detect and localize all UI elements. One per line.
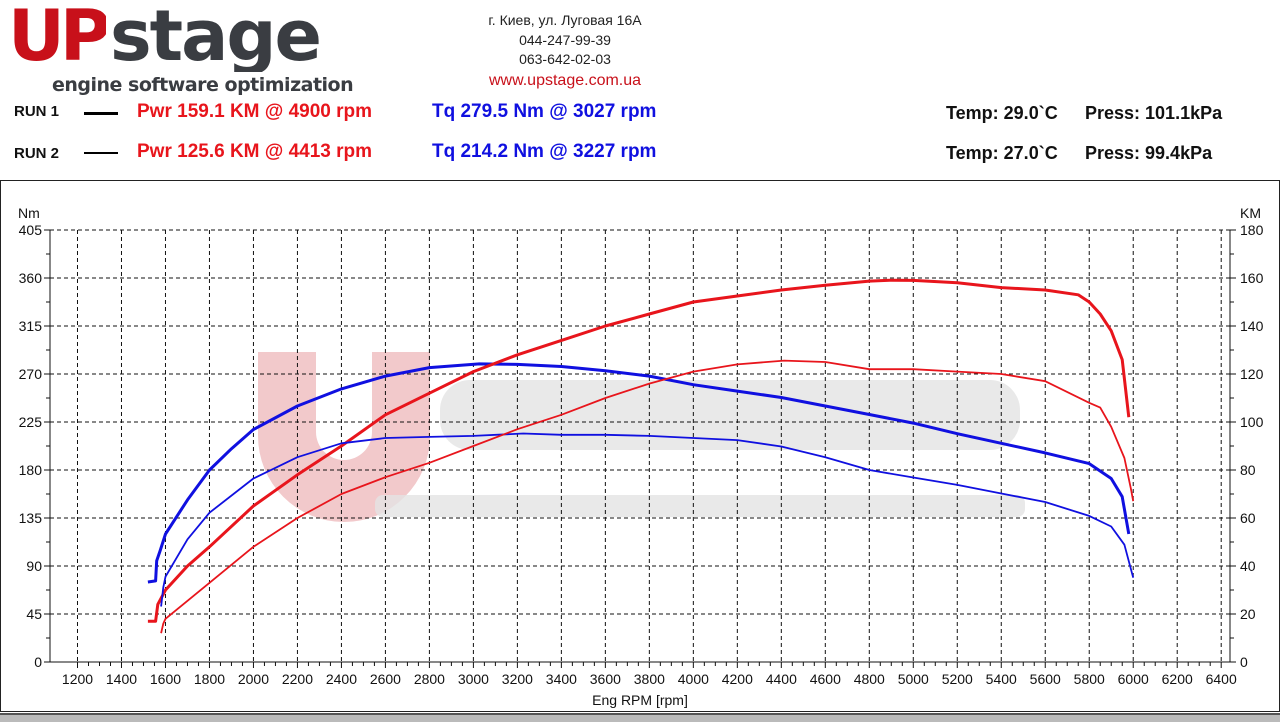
x-tick-label: 5000 — [898, 671, 929, 687]
x-tick-label: 6000 — [1118, 671, 1149, 687]
x-tick-label: 4600 — [810, 671, 841, 687]
run-1-power-line — [147, 278, 1131, 623]
x-tick-label: 3000 — [458, 671, 489, 687]
phone-2: 063-642-02-03 — [519, 51, 611, 67]
run-2-power-line — [160, 359, 1135, 634]
left-tick-label: 315 — [19, 318, 43, 334]
right-tick-label: 20 — [1240, 606, 1256, 622]
x-tick-label: 1400 — [106, 671, 137, 687]
x-tick-label: 2200 — [282, 671, 313, 687]
x-tick-label: 4000 — [678, 671, 709, 687]
right-tick-label: 40 — [1240, 558, 1256, 574]
run-2-line-sample — [84, 152, 118, 154]
x-tick-label: 1800 — [194, 671, 225, 687]
x-tick-label: 2400 — [326, 671, 357, 687]
run-2-torque: Tq 214.2 Nm @ 3227 rpm — [432, 141, 657, 162]
x-tick-label: 5400 — [986, 671, 1017, 687]
x-tick-label: 4400 — [766, 671, 797, 687]
right-tick-label: 160 — [1240, 270, 1264, 286]
address: г. Киев, ул. Луговая 16А — [488, 12, 642, 28]
x-tick-label: 3600 — [590, 671, 621, 687]
left-tick-label: 135 — [19, 510, 43, 526]
x-tick-label: 4800 — [854, 671, 885, 687]
left-axis-unit: Nm — [18, 205, 40, 221]
run-1-torque: Tq 279.5 Nm @ 3027 rpm — [432, 101, 657, 122]
x-tick-label: 3200 — [502, 671, 533, 687]
right-axis-unit: KM — [1240, 205, 1261, 221]
x-tick-label: 3400 — [546, 671, 577, 687]
x-tick-label: 5600 — [1030, 671, 1061, 687]
x-tick-label: 5200 — [942, 671, 973, 687]
run-1-temp: Temp: 29.0`C — [946, 103, 1058, 123]
left-tick-label: 360 — [19, 270, 43, 286]
right-tick-label: 60 — [1240, 510, 1256, 526]
run-1-line-sample — [84, 112, 118, 115]
x-tick-label: 2600 — [370, 671, 401, 687]
run-1-press: Press: 101.1kPa — [1085, 103, 1223, 123]
left-tick-label: 180 — [19, 462, 43, 478]
run-2-torque-line — [160, 432, 1135, 607]
left-tick-label: 270 — [19, 366, 43, 382]
run-2-label: RUN 2 — [14, 145, 60, 162]
bottom-scrollbar — [0, 713, 1280, 722]
run-2-power: Pwr 125.6 KM @ 4413 rpm — [137, 141, 373, 162]
run-2-press: Press: 99.4kPa — [1085, 143, 1213, 163]
left-tick-label: 405 — [19, 222, 43, 238]
run-2-temp: Temp: 27.0`C — [946, 143, 1058, 163]
website-link[interactable]: www.upstage.com.ua — [488, 72, 642, 89]
right-tick-label: 140 — [1240, 318, 1264, 334]
right-tick-label: 120 — [1240, 366, 1264, 382]
x-tick-label: 2800 — [414, 671, 445, 687]
x-tick-label: 4200 — [722, 671, 753, 687]
series-lines — [147, 278, 1135, 634]
right-tick-label: 80 — [1240, 462, 1256, 478]
logo-up: UP — [8, 0, 107, 72]
x-tick-label: 1600 — [150, 671, 181, 687]
x-axis-label: Eng RPM [rpm] — [592, 692, 688, 708]
x-tick-label: 1200 — [62, 671, 93, 687]
left-tick-label: 225 — [19, 414, 43, 430]
left-tick-label: 90 — [26, 558, 42, 574]
left-tick-label: 0 — [34, 654, 42, 670]
watermark-logo — [258, 352, 1025, 522]
x-tick-label: 5800 — [1074, 671, 1105, 687]
right-tick-label: 180 — [1240, 222, 1264, 238]
logo-stage: stage — [110, 0, 320, 72]
run-1-torque-line — [147, 362, 1131, 584]
left-tick-label: 45 — [26, 606, 42, 622]
x-tick-label: 6400 — [1206, 671, 1237, 687]
axes: 1200 1400 1600 1800 2000 2200 2400 2600 2800 3000… — [19, 222, 1264, 687]
right-tick-label: 100 — [1240, 414, 1264, 430]
x-tick-label: 2000 — [238, 671, 269, 687]
run-1-power: Pwr 159.1 KM @ 4900 rpm — [137, 101, 373, 122]
x-tick-label: 6200 — [1162, 671, 1193, 687]
phone-1: 044-247-99-39 — [519, 32, 611, 48]
right-tick-label: 0 — [1240, 654, 1248, 670]
logo-tagline: engine software optimization — [52, 74, 354, 96]
run-1-label: RUN 1 — [14, 103, 60, 120]
x-tick-label: 3800 — [634, 671, 665, 687]
